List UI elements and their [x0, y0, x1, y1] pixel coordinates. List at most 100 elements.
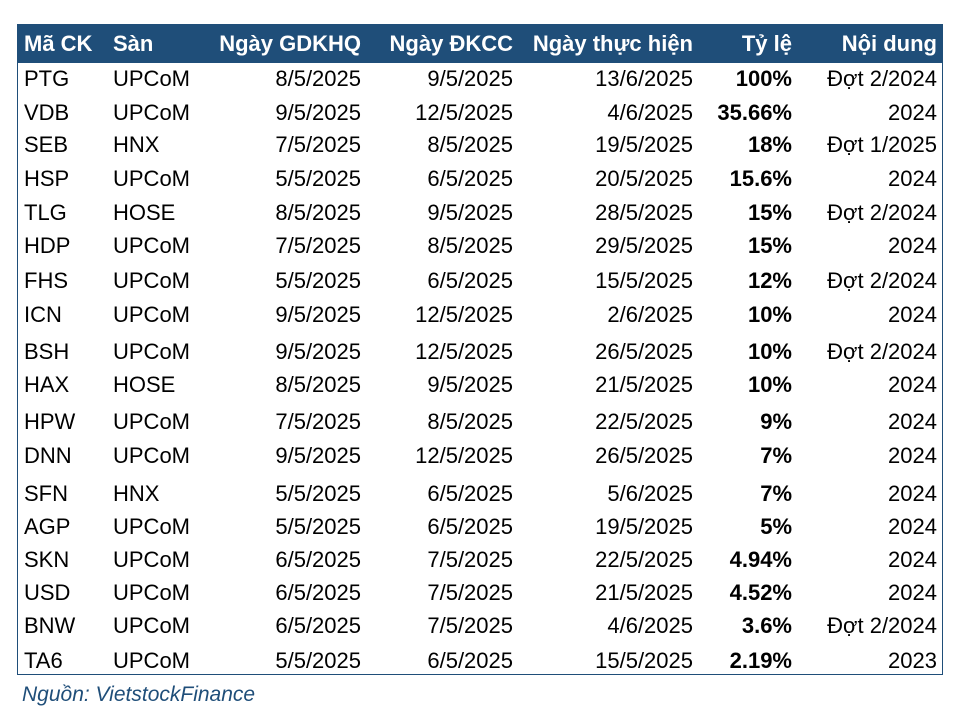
table-row: BSH UPCoM 9/5/2025 12/5/2025 26/5/2025 10% Đợt…: [18, 336, 942, 368]
table-row: PTG UPCoM 8/5/2025 9/5/2025 13/6/2025 100% Đợt…: [18, 63, 942, 95]
cell-ex-date: 9/5/2025: [275, 100, 361, 125]
cell-ex-date: 6/5/2025: [275, 547, 361, 572]
cell-content: Đợt 1/2025: [827, 132, 937, 157]
cell-record-date: 9/5/2025: [427, 66, 513, 91]
cell-payment-date: 21/5/2025: [595, 580, 693, 605]
cell-ex-date: 8/5/2025: [275, 372, 361, 397]
cell-content: 2024: [888, 547, 937, 572]
cell-record-date: 6/5/2025: [427, 514, 513, 539]
cell-ex-date: 5/5/2025: [275, 268, 361, 293]
cell-record-date: 6/5/2025: [427, 268, 513, 293]
cell-payment-date: 29/5/2025: [595, 233, 693, 258]
cell-content: 2024: [888, 514, 937, 539]
cell-exchange: UPCoM: [113, 648, 191, 673]
cell-ratio: 18%: [747, 132, 792, 157]
cell-record-date: 7/5/2025: [427, 580, 513, 605]
cell-ticker: USD: [24, 580, 71, 605]
cell-record-date: 8/5/2025: [427, 132, 513, 157]
table-row: TA6 UPCoM 5/5/2025 6/5/2025 15/5/2025 2.19% 20…: [18, 645, 942, 677]
cell-payment-date: 4/6/2025: [607, 100, 693, 125]
cell-content: 2024: [888, 372, 937, 397]
table-row: FHS UPCoM 5/5/2025 6/5/2025 15/5/2025 12% Đợt …: [18, 265, 942, 297]
cell-exchange: UPCoM: [113, 580, 191, 605]
cell-ex-date: 5/5/2025: [275, 514, 361, 539]
cell-exchange: UPCoM: [113, 339, 191, 364]
cell-payment-date: 21/5/2025: [595, 372, 693, 397]
header-payment-date: Ngày thực hiện: [532, 31, 693, 56]
cell-ex-date: 7/5/2025: [275, 409, 361, 434]
header-exchange: Sàn: [113, 31, 154, 56]
cell-payment-date: 13/6/2025: [595, 66, 693, 91]
cell-exchange: UPCoM: [113, 66, 191, 91]
cell-ticker: HSP: [24, 166, 70, 191]
cell-record-date: 6/5/2025: [427, 481, 513, 506]
cell-ex-date: 6/5/2025: [275, 613, 361, 638]
cell-ticker: FHS: [24, 268, 68, 293]
table-row: TLG HOSE 8/5/2025 9/5/2025 28/5/2025 15% Đợt 2…: [18, 197, 942, 229]
cell-record-date: 6/5/2025: [427, 648, 513, 673]
table-row: SFN HNX 5/5/2025 6/5/2025 5/6/2025 7% 2024: [18, 478, 942, 510]
table-row: AGP UPCoM 5/5/2025 6/5/2025 19/5/2025 5% 2024: [18, 511, 942, 543]
cell-exchange: UPCoM: [113, 268, 191, 293]
cell-content: Đợt 2/2024: [827, 339, 937, 364]
cell-ratio: 12%: [747, 268, 792, 293]
cell-ticker: BSH: [24, 339, 70, 364]
cell-content: 2024: [888, 302, 937, 327]
cell-payment-date: 22/5/2025: [595, 547, 693, 572]
cell-ticker: SEB: [24, 132, 69, 157]
cell-record-date: 9/5/2025: [427, 372, 513, 397]
cell-content: 2024: [888, 481, 937, 506]
table-row: HAX HOSE 8/5/2025 9/5/2025 21/5/2025 10% 2024: [18, 369, 942, 401]
cell-ratio: 5%: [760, 514, 792, 539]
cell-exchange: UPCoM: [113, 233, 191, 258]
cell-exchange: UPCoM: [113, 613, 191, 638]
cell-ticker: BNW: [24, 613, 76, 638]
cell-ex-date: 7/5/2025: [275, 132, 361, 157]
table-row: DNN UPCoM 9/5/2025 12/5/2025 26/5/2025 7% 2024: [18, 440, 942, 472]
cell-ticker: HPW: [24, 409, 76, 434]
cell-record-date: 7/5/2025: [427, 613, 513, 638]
cell-exchange: HOSE: [113, 372, 176, 397]
cell-exchange: UPCoM: [113, 547, 191, 572]
cell-exchange: HNX: [113, 481, 160, 506]
table-row: SEB HNX 7/5/2025 8/5/2025 19/5/2025 18% Đợt 1/…: [18, 129, 942, 161]
cell-record-date: 12/5/2025: [415, 100, 513, 125]
cell-payment-date: 26/5/2025: [595, 443, 693, 468]
cell-ticker: HDP: [24, 233, 71, 258]
cell-payment-date: 19/5/2025: [595, 132, 693, 157]
table-row: SKN UPCoM 6/5/2025 7/5/2025 22/5/2025 4.94% 20…: [18, 544, 942, 576]
cell-ticker: TA6: [24, 648, 63, 673]
table-row: ICN UPCoM 9/5/2025 12/5/2025 2/6/2025 10% 2024: [18, 299, 942, 331]
cell-payment-date: 5/6/2025: [607, 481, 693, 506]
cell-content: Đợt 2/2024: [827, 66, 937, 91]
table-row: HDP UPCoM 7/5/2025 8/5/2025 29/5/2025 15% 2024: [18, 230, 942, 262]
cell-ratio: 3.6%: [741, 613, 792, 638]
cell-ratio: 10%: [747, 302, 792, 327]
cell-ticker: PTG: [24, 66, 70, 91]
cell-ex-date: 5/5/2025: [275, 166, 361, 191]
cell-ex-date: 9/5/2025: [275, 302, 361, 327]
cell-record-date: 7/5/2025: [427, 547, 513, 572]
cell-content: 2024: [888, 100, 937, 125]
cell-payment-date: 19/5/2025: [595, 514, 693, 539]
cell-ex-date: 6/5/2025: [275, 580, 361, 605]
cell-exchange: UPCoM: [113, 514, 191, 539]
cell-payment-date: 22/5/2025: [595, 409, 693, 434]
cell-exchange: UPCoM: [113, 443, 191, 468]
cell-content: 2023: [888, 648, 937, 673]
cell-payment-date: 4/6/2025: [607, 613, 693, 638]
cell-record-date: 6/5/2025: [427, 166, 513, 191]
table-row: HSP UPCoM 5/5/2025 6/5/2025 20/5/2025 15.6% 20…: [18, 163, 942, 195]
table-row: VDB UPCoM 9/5/2025 12/5/2025 4/6/2025 35.66% 2…: [18, 97, 942, 129]
cell-ex-date: 5/5/2025: [275, 481, 361, 506]
cell-exchange: HOSE: [113, 200, 176, 225]
cell-record-date: 12/5/2025: [415, 339, 513, 364]
table-row: BNW UPCoM 6/5/2025 7/5/2025 4/6/2025 3.6% Đợt …: [18, 610, 942, 642]
source-note: Nguồn: VietstockFinance: [22, 683, 256, 706]
cell-record-date: 8/5/2025: [427, 233, 513, 258]
cell-payment-date: 20/5/2025: [595, 166, 693, 191]
cell-ticker: SKN: [24, 547, 70, 572]
header-record-date: Ngày ĐKCC: [389, 31, 513, 56]
cell-ratio: 15%: [747, 200, 792, 225]
cell-ticker: SFN: [24, 481, 68, 506]
